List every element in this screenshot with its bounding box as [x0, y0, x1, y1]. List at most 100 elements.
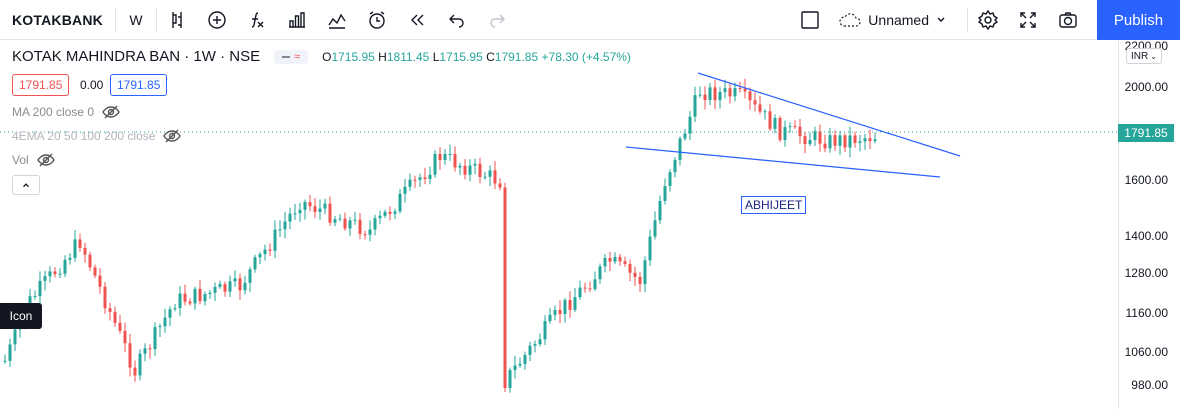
eye-off-icon[interactable]: [163, 129, 182, 143]
candle-body: [758, 104, 762, 112]
layout-name-button[interactable]: Unnamed: [830, 0, 955, 40]
indicator-volume[interactable]: Vol: [12, 153, 55, 167]
candle-body: [748, 91, 752, 101]
candle-body: [518, 363, 522, 366]
candle-body: [808, 139, 812, 145]
chart-legend: KOTAK MAHINDRA BAN · 1W · NSE ≈ O1715.95…: [12, 48, 631, 65]
candle-body: [618, 256, 622, 262]
ohlc-values: O1715.95 H1811.45 L1715.95 C1791.85 +78.…: [322, 49, 631, 64]
cloud-icon: [839, 12, 861, 27]
currency-selector[interactable]: INR ⌄: [1126, 48, 1162, 64]
candle-body: [598, 266, 602, 280]
candle-body: [418, 177, 422, 180]
candle-body: [438, 153, 442, 161]
candle-body: [443, 154, 447, 161]
candle-body: [783, 127, 787, 140]
candle-body: [548, 314, 552, 322]
candle-body: [188, 301, 192, 304]
currency-label: INR: [1131, 50, 1149, 62]
candle-body: [498, 183, 502, 188]
chart-pane[interactable]: [0, 41, 1118, 409]
candle-body: [693, 95, 697, 117]
candle-body: [593, 279, 597, 290]
candlestick-series: [0, 72, 1118, 393]
candle-body: [813, 131, 817, 140]
indicator-ma200[interactable]: MA 200 close 0: [12, 105, 120, 119]
candle-body: [263, 249, 267, 255]
candle-body: [158, 326, 162, 328]
candle-body: [503, 187, 507, 388]
text-annotation[interactable]: ABHIJEET: [741, 196, 807, 214]
candle-body: [673, 159, 677, 173]
compare-button[interactable]: [277, 0, 317, 40]
candle-body: [608, 258, 612, 262]
candle-body: [43, 276, 47, 281]
redo-button[interactable]: [477, 0, 517, 40]
bar-style-button[interactable]: [157, 0, 197, 40]
candle-body: [33, 296, 37, 298]
settings-button[interactable]: [968, 0, 1008, 40]
candle-body: [448, 154, 452, 156]
candle-body: [523, 354, 527, 364]
fullscreen-button[interactable]: [1008, 0, 1048, 40]
candle-body: [453, 154, 457, 168]
candle-body: [68, 257, 72, 260]
price-axis[interactable]: 2200.00 2000.00 1600.00 1400.00 1280.00 …: [1118, 39, 1180, 409]
price-tick: 2000.00: [1124, 80, 1168, 94]
candle-body: [613, 256, 617, 262]
candle-body: [793, 126, 797, 128]
candle-body: [303, 202, 307, 210]
replay-button[interactable]: [397, 0, 437, 40]
fullscreen-box-button[interactable]: [790, 0, 830, 40]
chevron-down-icon: ⌄: [1150, 51, 1157, 61]
candle-body: [713, 87, 717, 101]
candle-body: [53, 271, 57, 275]
legend-toggle-pill[interactable]: ≈: [274, 49, 309, 64]
candle-body: [428, 174, 432, 180]
trendline[interactable]: [625, 146, 941, 178]
candle-body: [178, 293, 182, 309]
candle-body: [293, 213, 297, 215]
candle-body: [568, 300, 572, 310]
candle-body: [283, 221, 287, 230]
candle-body: [313, 206, 317, 212]
candle-body: [493, 170, 497, 184]
candle-body: [838, 135, 842, 146]
eye-off-icon[interactable]: [102, 105, 120, 119]
screenshot-button[interactable]: [1048, 0, 1088, 40]
change-value: +78.30 (+4.57%): [541, 49, 631, 64]
candle-body: [358, 219, 362, 235]
candle-body: [148, 348, 152, 350]
candle-body: [873, 139, 877, 142]
publish-button[interactable]: Publish: [1097, 0, 1180, 40]
candle-body: [113, 311, 117, 323]
bid-price-box[interactable]: 1791.85: [12, 74, 70, 96]
candle-body: [343, 218, 347, 229]
candle-body: [843, 135, 847, 148]
trendline[interactable]: [697, 72, 961, 157]
candle-body: [288, 213, 292, 222]
interval-button[interactable]: W: [129, 11, 143, 28]
alert-button[interactable]: [357, 0, 397, 40]
candle-body: [478, 163, 482, 178]
open-value: 1715.95: [331, 49, 375, 64]
candle-body: [583, 287, 587, 289]
candle-body: [128, 343, 132, 368]
candle-body: [273, 229, 277, 251]
eye-off-icon[interactable]: [36, 153, 55, 167]
add-indicator-button[interactable]: [197, 0, 237, 40]
candle-body: [173, 308, 177, 310]
indicators-button[interactable]: [317, 0, 357, 40]
ask-price-box[interactable]: 1791.85: [110, 74, 168, 96]
undo-button[interactable]: [437, 0, 477, 40]
candle-body: [253, 257, 257, 270]
last-price-label: 1791.85: [1118, 124, 1174, 142]
indicator-4ema[interactable]: 4EMA 20 50 100 200 close: [12, 129, 182, 143]
collapse-legend-button[interactable]: [12, 175, 40, 195]
candle-body: [628, 264, 632, 273]
candle-body: [88, 254, 92, 268]
candle-body: [383, 211, 387, 216]
symbol-search-button[interactable]: KOTAKBANK: [12, 11, 103, 28]
fx-button[interactable]: [237, 0, 277, 40]
candle-body: [103, 286, 107, 309]
